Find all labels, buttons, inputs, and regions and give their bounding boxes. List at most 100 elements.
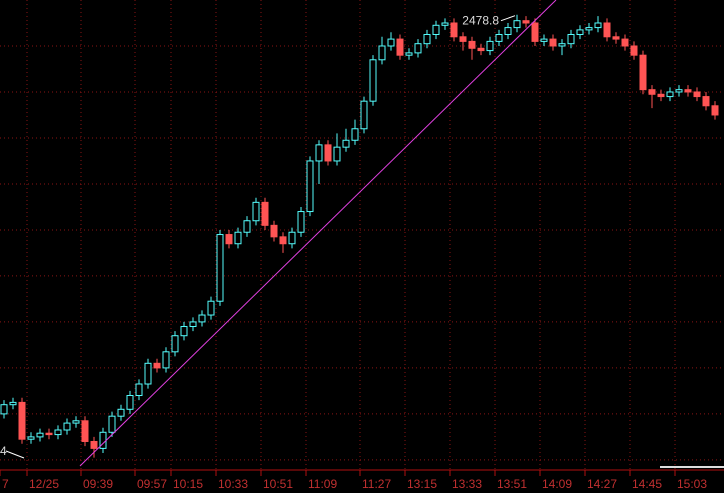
candle-body xyxy=(414,43,422,54)
candle-body xyxy=(531,22,539,42)
candle-body xyxy=(135,383,143,396)
candle-body xyxy=(54,429,62,436)
candle-body xyxy=(234,231,242,245)
candle-body xyxy=(567,33,575,45)
candle-body xyxy=(648,89,656,95)
candle-body xyxy=(324,144,332,162)
x-tick-label: 14:45 xyxy=(632,477,662,491)
candle-body xyxy=(351,128,359,141)
candle-body xyxy=(612,36,620,40)
candle-body xyxy=(468,40,476,49)
candle-body xyxy=(243,220,251,233)
candle-body xyxy=(486,40,494,52)
candle-body xyxy=(306,160,314,213)
candle-body xyxy=(0,404,8,415)
candle-body xyxy=(162,351,170,369)
candle-body xyxy=(180,326,188,337)
candle-body xyxy=(558,43,566,47)
x-tick-label: 15:03 xyxy=(677,477,707,491)
candle-body xyxy=(423,33,431,45)
candle-body xyxy=(549,38,557,47)
candle-body xyxy=(279,236,287,245)
candle-body xyxy=(288,231,296,245)
candle-body xyxy=(261,201,269,226)
candle-body xyxy=(297,211,305,233)
candle-body xyxy=(675,89,683,93)
candle-body xyxy=(630,45,638,56)
candle-body xyxy=(63,422,71,431)
candle-body xyxy=(153,362,161,369)
candle-body xyxy=(18,401,26,440)
candle-body xyxy=(441,22,449,26)
min-label: 4 xyxy=(0,444,7,458)
x-tick-label: 10:51 xyxy=(263,477,293,491)
max-pointer xyxy=(500,15,516,22)
candle-body xyxy=(108,415,116,433)
candle-body xyxy=(198,314,206,323)
x-tick-label: 09:39 xyxy=(83,477,113,491)
candle-body xyxy=(639,54,647,91)
x-tick-label: 13:51 xyxy=(497,477,527,491)
candle-body xyxy=(459,36,467,42)
candle-body xyxy=(405,52,413,56)
x-tick-label: 09:57 xyxy=(137,477,167,491)
candle-body xyxy=(477,47,485,52)
candle-body xyxy=(36,432,44,438)
min-pointer xyxy=(5,450,25,459)
candles xyxy=(0,14,719,458)
candle-body xyxy=(342,139,350,148)
candle-body xyxy=(315,144,323,162)
max-label: 2478.8 xyxy=(462,14,499,28)
candle-body xyxy=(216,234,224,302)
candle-body xyxy=(72,420,80,424)
candle-body xyxy=(702,96,710,107)
x-tick-label: 13:33 xyxy=(452,477,482,491)
candle-body xyxy=(504,27,512,35)
candle-body xyxy=(513,20,521,29)
candle-body xyxy=(207,300,215,316)
candle-body xyxy=(576,29,584,35)
x-tick-label: 11:09 xyxy=(308,477,337,491)
candle-body xyxy=(684,89,692,93)
candle-body xyxy=(666,91,674,98)
candle-body xyxy=(171,335,179,353)
candle-body xyxy=(333,146,341,162)
candle-body xyxy=(585,27,593,31)
candle-body xyxy=(603,22,611,38)
candle-body xyxy=(594,22,602,29)
x-tick-label: 14:09 xyxy=(542,477,572,491)
labels: 7 12/25 09:39 09:57 10:15 10:33 10:51 11:09 11:2… xyxy=(0,14,707,491)
candle-body xyxy=(27,436,35,440)
candle-body xyxy=(522,20,530,24)
x-tick-label: 7 xyxy=(2,477,9,491)
candle-body xyxy=(252,201,260,222)
candle-body xyxy=(396,38,404,56)
candle-body xyxy=(693,91,701,98)
x-tick-label: 14:27 xyxy=(587,477,617,491)
x-tick-label: 13:15 xyxy=(407,477,437,491)
candle-body xyxy=(657,93,665,98)
candle-body xyxy=(540,38,548,42)
candle-body xyxy=(450,22,458,38)
candle-body xyxy=(387,38,395,47)
candle-body xyxy=(495,33,503,42)
x-tick-label: 10:15 xyxy=(173,477,203,491)
candle-body xyxy=(144,362,152,385)
x-tick-label: 10:33 xyxy=(218,477,248,491)
candle-body xyxy=(126,394,134,410)
candle-body xyxy=(270,224,278,238)
candle-body xyxy=(711,105,719,116)
candle-body xyxy=(360,100,368,130)
candle-body xyxy=(378,45,386,61)
x-tick-label: 12/25 xyxy=(29,477,59,491)
candle-body xyxy=(45,432,53,436)
trend-line xyxy=(79,0,557,467)
candle-body xyxy=(432,24,440,35)
candle-body xyxy=(81,420,89,442)
candle-body xyxy=(369,59,377,102)
x-tick-label: 11:27 xyxy=(362,477,391,491)
candle-body xyxy=(90,440,98,449)
candle-body xyxy=(621,38,629,47)
